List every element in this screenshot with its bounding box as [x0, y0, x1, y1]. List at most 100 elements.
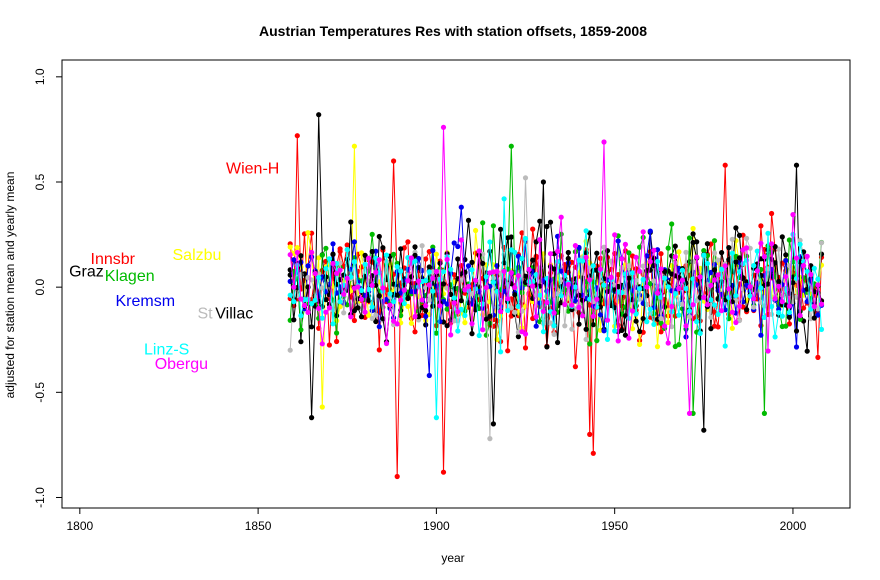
data-point: [708, 297, 714, 303]
data-point: [569, 326, 575, 332]
data-point: [319, 252, 325, 258]
data-point: [790, 212, 796, 218]
data-point: [483, 274, 489, 280]
data-point: [540, 179, 547, 185]
data-point: [316, 305, 322, 312]
data-point: [455, 243, 461, 250]
data-point: [501, 268, 507, 274]
data-point: [708, 269, 714, 276]
data-point: [708, 314, 714, 320]
data-point: [351, 143, 357, 149]
y-tick-label: 0.0: [33, 278, 47, 295]
data-point: [483, 332, 489, 338]
series-obergu: [287, 124, 825, 416]
data-point: [594, 296, 600, 302]
data-point: [758, 332, 764, 338]
data-point: [380, 245, 386, 251]
data-point: [312, 297, 318, 303]
data-point: [704, 302, 711, 308]
data-point: [665, 245, 671, 251]
data-point: [797, 241, 803, 247]
data-point: [462, 257, 468, 263]
data-point: [583, 254, 589, 260]
data-point: [355, 284, 361, 290]
data-point: [444, 301, 450, 307]
data-point: [551, 331, 557, 337]
data-point: [448, 291, 454, 297]
data-point: [751, 304, 757, 310]
data-point: [647, 306, 653, 312]
data-point: [505, 307, 511, 314]
station-label: Salzbu: [173, 247, 222, 264]
data-point: [423, 322, 429, 328]
data-point: [433, 415, 439, 421]
data-point: [547, 219, 554, 225]
data-point: [711, 238, 718, 244]
data-point: [480, 327, 486, 333]
data-point: [815, 276, 821, 282]
station-label: Graz: [69, 264, 104, 281]
data-point: [758, 223, 764, 229]
data-point: [487, 313, 493, 319]
data-point: [751, 263, 757, 269]
data-point: [736, 303, 743, 309]
data-point: [398, 268, 404, 274]
data-point: [369, 248, 375, 255]
data-point: [736, 255, 743, 261]
data-point: [358, 314, 365, 320]
x-tick-label: 1850: [245, 519, 272, 533]
data-point: [344, 247, 350, 253]
data-point: [305, 309, 311, 315]
data-point: [330, 321, 336, 327]
data-point: [469, 331, 475, 337]
data-point: [437, 318, 443, 325]
data-point: [462, 287, 468, 293]
data-point: [330, 251, 336, 257]
data-point: [291, 284, 297, 290]
data-point: [334, 260, 340, 267]
data-point: [323, 245, 329, 251]
data-point: [305, 296, 311, 302]
data-point: [458, 298, 464, 304]
data-point: [662, 275, 668, 281]
data-point: [637, 268, 643, 274]
data-point: [686, 235, 693, 241]
data-point: [633, 254, 639, 260]
data-point: [662, 323, 668, 329]
data-point: [533, 314, 539, 320]
data-point: [294, 249, 300, 256]
data-point: [776, 310, 782, 316]
data-point: [804, 253, 810, 259]
data-point: [619, 256, 625, 262]
data-point: [551, 310, 557, 316]
data-point: [690, 231, 696, 237]
data-point: [437, 303, 443, 309]
data-point: [701, 252, 707, 258]
station-label: Klagen: [105, 268, 155, 285]
data-point: [690, 302, 696, 308]
data-point: [597, 266, 604, 272]
data-point: [604, 336, 611, 342]
data-point: [744, 307, 750, 313]
data-point: [761, 314, 768, 320]
data-point: [373, 269, 379, 275]
data-point: [348, 219, 354, 225]
data-point: [562, 323, 568, 329]
data-point: [701, 294, 707, 300]
y-tick-label: 1.0: [33, 68, 47, 85]
data-point: [451, 318, 457, 324]
data-point: [797, 312, 803, 319]
data-point: [590, 322, 596, 328]
data-point: [590, 450, 596, 456]
data-point: [776, 283, 782, 289]
data-point: [711, 302, 718, 308]
data-point: [287, 252, 293, 258]
data-point: [323, 309, 329, 315]
data-point: [722, 162, 728, 168]
data-point: [608, 274, 614, 280]
data-point: [298, 253, 304, 259]
data-point: [469, 259, 475, 265]
data-point: [291, 299, 297, 305]
data-point: [594, 338, 600, 344]
data-point: [544, 223, 550, 230]
